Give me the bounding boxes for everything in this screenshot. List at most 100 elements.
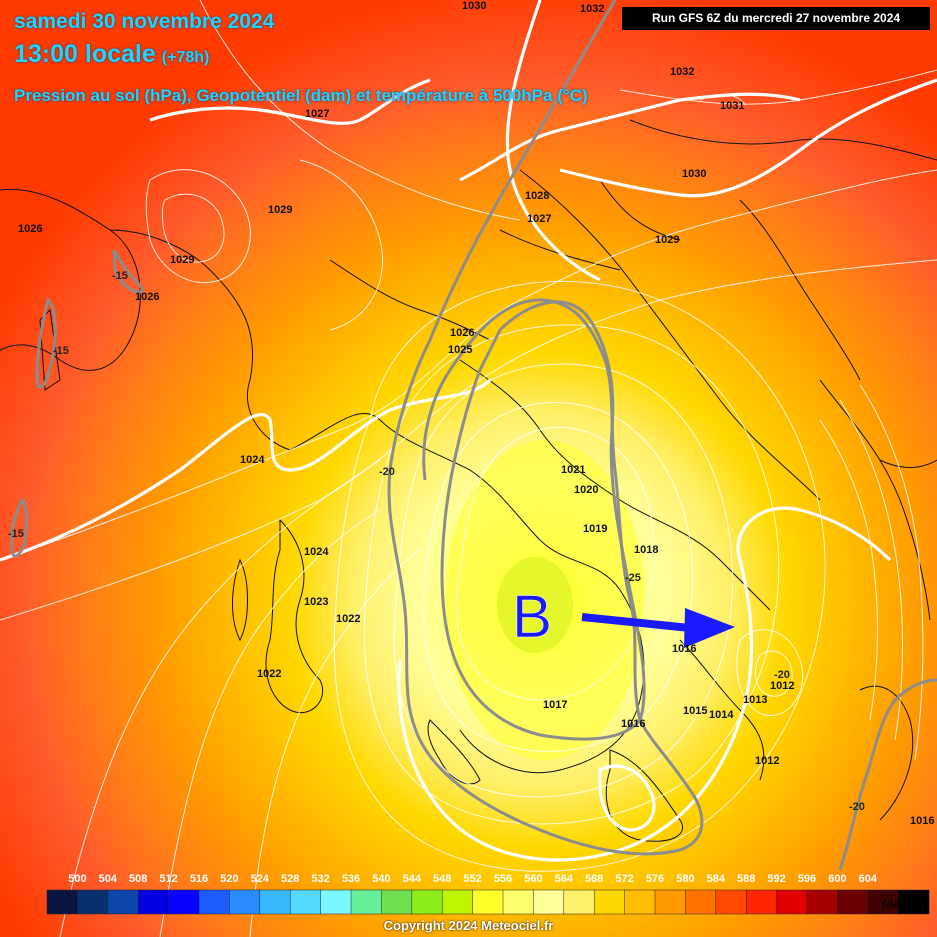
- movement-arrow: [581, 608, 735, 648]
- pressure-label: 1030: [462, 0, 486, 12]
- scale-label: 556: [494, 873, 512, 885]
- isobars-major: [0, 0, 937, 862]
- scale-label: 600: [828, 873, 846, 885]
- scale-label: 592: [767, 873, 785, 885]
- scale-unit: (dam): [882, 897, 915, 911]
- pressure-label: 1026: [135, 291, 159, 303]
- scale-swatch: [776, 889, 808, 915]
- scale-swatch: [563, 889, 595, 915]
- pressure-label: 1027: [527, 213, 551, 225]
- scale-swatch: [654, 889, 687, 915]
- temperature-label: -20: [379, 466, 395, 478]
- scale-swatch: [137, 889, 170, 915]
- scale-swatch: [685, 889, 717, 915]
- scale-swatch: [745, 889, 778, 915]
- scale-swatch: [289, 889, 322, 915]
- scale-swatch: [320, 889, 352, 915]
- scale-label: 560: [524, 873, 542, 885]
- scale-label: 508: [129, 873, 147, 885]
- temperature-label: -20: [849, 801, 865, 813]
- scale-label: 528: [281, 873, 299, 885]
- scale-label: 584: [707, 873, 726, 885]
- isotherms: [10, 0, 937, 871]
- temperature-label: -25: [625, 572, 641, 584]
- pressure-label: 1016: [910, 815, 934, 827]
- pressure-label: 1012: [755, 755, 779, 767]
- scale-label: 500: [68, 873, 86, 885]
- pressure-label: 1028: [525, 190, 549, 202]
- map-date: samedi 30 novembre 2024: [14, 10, 275, 33]
- map-subtitle: Pression au sol (hPa), Geopotentiel (dam…: [14, 86, 588, 105]
- pressure-label: 1030: [682, 168, 706, 180]
- scale-swatch: [715, 889, 747, 915]
- pressure-label: 1018: [634, 544, 658, 556]
- pressure-label: 1021: [561, 464, 585, 476]
- scale-label: 536: [342, 873, 360, 885]
- scale-swatch: [259, 889, 291, 915]
- scale-label: 548: [433, 873, 451, 885]
- scale-label: 552: [463, 873, 481, 885]
- scale-swatch: [46, 889, 79, 915]
- scale-swatch: [168, 889, 200, 915]
- copyright: Copyright 2024 Meteociel.fr: [383, 918, 554, 933]
- scale-swatch: [502, 889, 535, 915]
- pressure-label: 1022: [257, 668, 281, 680]
- pressure-label: 1023: [304, 596, 328, 608]
- scale-swatch: [593, 889, 626, 915]
- pressure-label: 1019: [583, 523, 607, 535]
- pressure-label: 1029: [655, 234, 679, 246]
- scale-swatch: [441, 889, 474, 915]
- pressure-label: 1024: [240, 454, 265, 466]
- pressure-label: 1016: [621, 718, 645, 730]
- pressure-label: 1032: [580, 3, 604, 15]
- temperature-label: -15: [53, 345, 69, 357]
- scale-swatch: [867, 889, 899, 915]
- scale-label: 524: [251, 873, 270, 885]
- pressure-labels: 1030 1032 1032 1031 1030 1029 1028 1027 …: [18, 0, 934, 827]
- pressure-label: 1024: [304, 546, 329, 558]
- pressure-label: 1029: [170, 254, 194, 266]
- scale-swatch: [229, 889, 261, 915]
- scale-label: 564: [555, 873, 574, 885]
- scale-swatch: [806, 889, 839, 915]
- pressure-label: 1020: [574, 484, 598, 496]
- low-pressure-marker: B: [512, 583, 552, 650]
- scale-label: 544: [403, 873, 422, 885]
- pressure-label: 1025: [448, 344, 472, 356]
- scale-swatch: [381, 889, 413, 915]
- pressure-label: 1026: [18, 223, 42, 235]
- map-time: 13:00 locale (+78h): [14, 40, 209, 69]
- scale-label: 504: [99, 873, 118, 885]
- scale-label: 516: [190, 873, 208, 885]
- scale-label: 572: [615, 873, 633, 885]
- scale-swatch: [350, 889, 383, 915]
- pressure-label: 1012: [770, 680, 794, 692]
- scale-label: 520: [220, 873, 238, 885]
- scale-swatch: [897, 889, 930, 915]
- coastlines: [0, 119, 937, 842]
- scale-label: 532: [311, 873, 329, 885]
- temperature-labels: -15 -15 -15 -20 -25 -20 -20: [8, 270, 865, 813]
- scale-label: 576: [646, 873, 664, 885]
- pressure-label: 1015: [683, 705, 707, 717]
- scale-swatch: [837, 889, 869, 915]
- scale-label: 540: [372, 873, 390, 885]
- color-scale: 500 504 508 512 516 520 524 528 532 536 540 544 548 5…: [46, 873, 930, 915]
- pressure-label: 1014: [709, 709, 734, 721]
- scale-swatch: [77, 889, 109, 915]
- scale-swatch: [107, 889, 139, 915]
- pressure-label: 1031: [720, 100, 744, 112]
- temperature-label: -15: [8, 528, 24, 540]
- scale-label: 604: [859, 873, 878, 885]
- scale-label: 596: [798, 873, 816, 885]
- pressure-label: 1017: [543, 699, 567, 711]
- map-lead-time: (+78h): [161, 49, 210, 66]
- pressure-label: 1032: [670, 66, 694, 78]
- pressure-label: 1013: [743, 694, 767, 706]
- scale-label: 588: [737, 873, 755, 885]
- pressure-label: 1016: [672, 643, 696, 655]
- pressure-label: 1027: [305, 108, 329, 120]
- scale-label: 512: [159, 873, 177, 885]
